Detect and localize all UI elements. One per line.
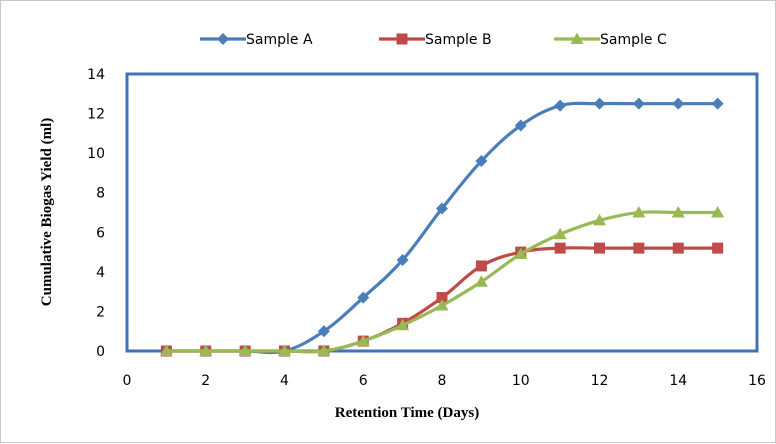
data-point-sample-a	[357, 291, 370, 304]
y-tick-label: 2	[96, 304, 105, 320]
y-tick-label: 10	[87, 146, 105, 162]
data-point-sample-c	[514, 247, 528, 260]
legend-label-sample-c: Sample C	[600, 32, 667, 48]
data-point-sample-b	[672, 242, 684, 254]
legend-marker-sample-c	[570, 32, 584, 44]
legend-item-sample-b: Sample B	[379, 32, 492, 48]
y-tick-label: 14	[87, 67, 105, 83]
data-point-sample-b	[475, 260, 487, 272]
data-point-sample-c	[159, 344, 173, 356]
x-tick-label: 2	[201, 373, 210, 389]
data-point-sample-a	[632, 97, 645, 110]
x-axis-title: Retention Time (Days)	[335, 405, 479, 421]
y-tick-label: 12	[87, 107, 105, 123]
data-point-sample-a	[475, 155, 488, 168]
data-point-sample-a	[554, 99, 567, 112]
data-point-sample-a	[317, 325, 330, 338]
data-point-sample-b	[436, 292, 448, 304]
data-point-sample-a	[711, 97, 724, 110]
x-tick-label: 14	[669, 373, 687, 389]
data-point-sample-a	[514, 119, 527, 132]
y-tick-label: 4	[96, 265, 105, 281]
data-point-sample-a	[593, 97, 606, 110]
x-tick-label: 16	[748, 373, 766, 389]
data-point-sample-b	[712, 242, 724, 254]
y-axis-ticks: 0 2 4 6 8 10 12 14	[87, 67, 105, 360]
data-point-sample-b	[554, 242, 566, 254]
legend-item-sample-c: Sample C	[554, 32, 667, 48]
data-point-sample-c	[632, 206, 646, 218]
x-tick-label: 10	[512, 373, 530, 389]
data-point-sample-c	[474, 275, 488, 287]
data-point-sample-c	[317, 344, 331, 356]
data-point-sample-c	[553, 227, 567, 240]
legend-label-sample-a: Sample A	[246, 32, 313, 48]
x-tick-label: 12	[591, 373, 609, 389]
data-point-sample-a	[396, 253, 409, 266]
y-tick-label: 8	[96, 186, 105, 202]
legend-item-sample-a: Sample A	[200, 32, 313, 48]
series-layer	[159, 97, 725, 357]
legend: Sample A Sample B Sample C	[200, 32, 667, 48]
data-point-sample-a	[672, 97, 685, 110]
x-tick-label: 8	[438, 373, 447, 389]
y-tick-label: 6	[96, 225, 105, 241]
x-tick-label: 6	[359, 373, 368, 389]
data-point-sample-c	[396, 318, 410, 331]
data-point-sample-c	[199, 344, 213, 356]
data-point-sample-a	[436, 202, 448, 215]
legend-marker-sample-b	[396, 33, 408, 45]
x-axis-ticks: 0 2 4 6 8 10 12 14 16	[123, 373, 766, 389]
legend-marker-sample-a	[217, 33, 229, 45]
data-point-sample-b	[633, 242, 645, 254]
data-point-sample-c	[593, 213, 606, 226]
y-axis-title: Cumulative Biogas Yield (ml)	[39, 118, 55, 306]
legend-label-sample-b: Sample B	[425, 32, 492, 48]
data-point-sample-c	[671, 206, 685, 218]
data-point-sample-c	[711, 206, 725, 218]
data-point-sample-c	[356, 334, 370, 347]
series-sample-c	[159, 206, 725, 356]
data-point-sample-b	[594, 242, 605, 254]
x-tick-label: 4	[280, 373, 289, 389]
data-point-sample-c	[278, 344, 291, 356]
data-point-sample-c	[238, 344, 252, 356]
data-point-sample-c	[435, 298, 449, 311]
x-tick-label: 0	[123, 373, 132, 389]
y-tick-label: 0	[96, 344, 105, 360]
